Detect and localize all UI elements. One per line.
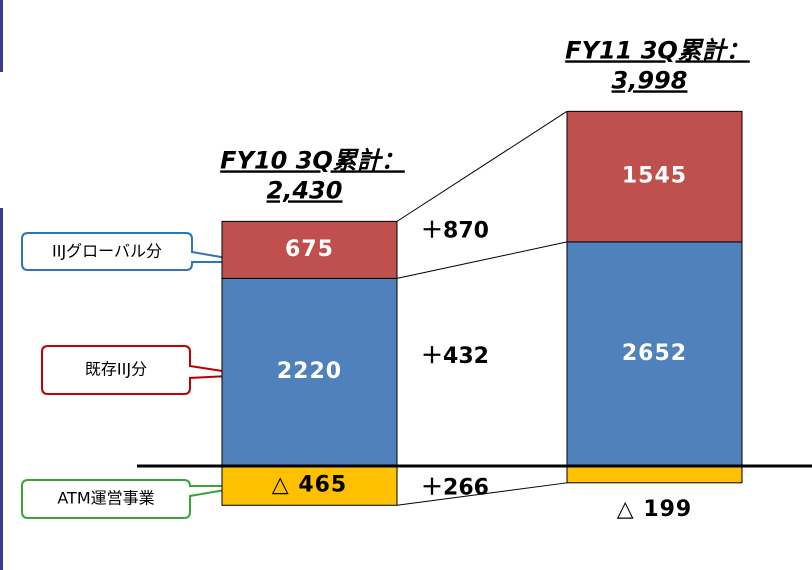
change-label: ＋266 [421, 476, 489, 501]
value-label: 675 [285, 237, 334, 262]
connector-line [396, 241, 568, 279]
total-title: FY10 3Q累計： [220, 146, 405, 174]
connector-line [396, 110, 568, 222]
callout: 既存IIJ分 [41, 345, 249, 395]
callout-label: ATM運営事業 [57, 489, 154, 508]
total-value: 3,998 [612, 66, 688, 94]
change-label: ＋432 [421, 344, 489, 369]
bar-segment [566, 465, 743, 484]
value-label: 1545 [622, 164, 687, 189]
connector-line [396, 482, 568, 506]
edge-decoration [0, 0, 3, 72]
total-value: 2,430 [267, 176, 343, 204]
bar-segment [221, 465, 398, 506]
callout: IIJグローバル分 [21, 232, 251, 271]
value-label: △ 199 [617, 497, 693, 522]
value-label: 2652 [622, 341, 687, 366]
value-label: △ 465 [272, 473, 348, 498]
callout-label: 既存IIJ分 [85, 360, 147, 379]
bar-segment [221, 277, 398, 467]
value-label: 2220 [277, 359, 342, 384]
edge-decoration [0, 208, 3, 570]
bar-segment [221, 220, 398, 279]
change-label: ＋870 [421, 218, 489, 243]
callout: ATM運営事業 [21, 479, 249, 519]
callout-label: IIJグローバル分 [52, 242, 162, 261]
total-title: FY11 3Q累計： [565, 36, 750, 64]
bar-segment [566, 110, 743, 243]
